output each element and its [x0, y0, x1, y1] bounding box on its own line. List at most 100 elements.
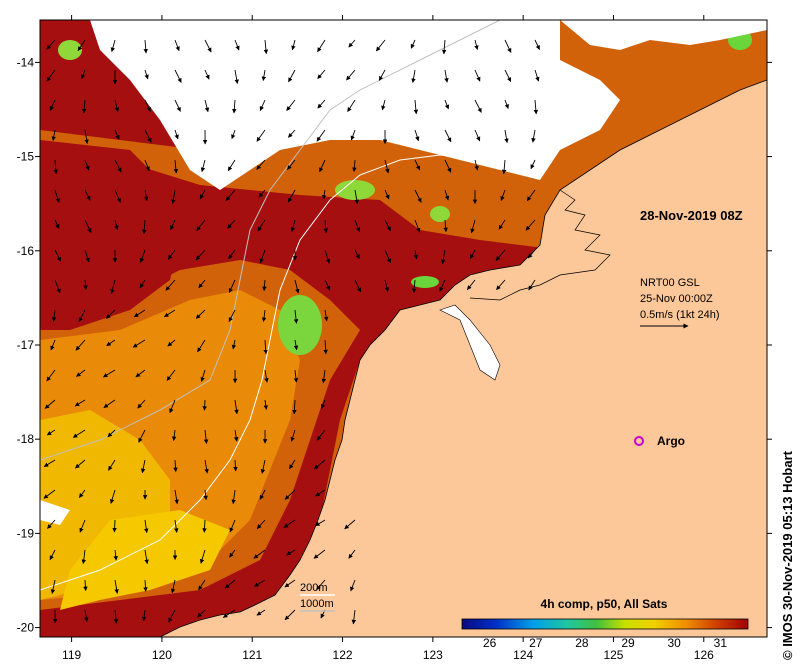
current-vector [414, 219, 421, 233]
current-vector [202, 399, 207, 411]
current-vector [47, 519, 56, 529]
current-vector [289, 459, 296, 470]
current-vector [84, 159, 90, 171]
current-vector [259, 249, 266, 264]
lon-tick-label: 124 [513, 648, 533, 662]
current-vector [113, 549, 118, 561]
current-vector [352, 159, 357, 173]
current-vector [50, 339, 56, 351]
current-vector [143, 579, 148, 592]
current-vector [527, 249, 536, 259]
current-vector [140, 459, 146, 474]
current-vector [196, 219, 206, 231]
current-vector [174, 129, 179, 140]
current-vector [198, 579, 206, 591]
current-vector [287, 189, 296, 203]
current-vector [293, 339, 299, 351]
current-vector [54, 189, 60, 203]
current-vector [256, 519, 266, 530]
current-vector [348, 549, 356, 559]
argo-float-marker [634, 436, 644, 446]
current-vector [262, 279, 267, 292]
current-vector [103, 399, 116, 408]
current-vector [195, 309, 206, 319]
lon-tick-label: 120 [152, 648, 172, 662]
current-vector [198, 279, 206, 289]
current-vector [384, 219, 391, 232]
isobath-1000m [40, 20, 501, 461]
lat-tick-label: -18 [17, 432, 35, 446]
lat-tick-label: -15 [17, 150, 35, 164]
current-vector [197, 339, 206, 353]
current-vector [354, 249, 360, 259]
current-vector [411, 69, 416, 84]
current-vector [78, 309, 86, 323]
current-vector [114, 219, 119, 231]
current-vector [167, 249, 176, 260]
current-vector [43, 489, 56, 499]
current-vector [229, 519, 236, 533]
current-vector [414, 129, 420, 142]
current-vector [259, 99, 266, 111]
copyright-label: © IMOS 30-Nov-2019 05:13 Hobart [780, 451, 795, 660]
current-vector [534, 69, 540, 82]
current-vector [51, 309, 57, 322]
current-vector [51, 129, 56, 142]
current-vector [317, 39, 326, 53]
current-vector [263, 339, 268, 355]
current-vector [108, 459, 116, 471]
current-vector [174, 39, 180, 52]
current-vector [528, 279, 536, 291]
current-vector [79, 519, 86, 533]
sst-green-patch-3 [430, 206, 450, 222]
current-vector [375, 39, 386, 52]
lat-tick-label: -16 [17, 244, 35, 258]
lon-tick-label: 123 [423, 648, 443, 662]
colorbar-tick-label: 31 [714, 636, 728, 650]
current-vector [109, 489, 116, 504]
current-vector [260, 459, 266, 474]
sst-green-patch-4 [411, 276, 439, 288]
current-vector [114, 189, 121, 203]
current-vector [323, 309, 329, 322]
current-vector [233, 459, 238, 472]
current-vector [290, 429, 296, 442]
current-vector [195, 249, 206, 261]
current-vector [203, 429, 209, 444]
current-vector [199, 189, 206, 200]
current-vector [84, 609, 89, 622]
current-vector [504, 99, 509, 109]
current-vector [133, 309, 146, 318]
lat-tick-label: -20 [17, 621, 35, 635]
no-data-northeast [560, 20, 767, 50]
current-vector [316, 429, 326, 441]
current-vector [315, 519, 326, 527]
current-vector [204, 459, 209, 474]
current-vector [46, 69, 56, 82]
current-vector [81, 99, 87, 114]
current-vector [256, 609, 266, 616]
current-vector [139, 249, 146, 263]
current-vector [354, 189, 359, 205]
colorbar-ticks: 26 27 28 29 30 31 [483, 636, 727, 650]
current-vector [170, 579, 176, 594]
current-vector [168, 609, 176, 623]
current-vector [381, 99, 386, 111]
current-vector [286, 99, 296, 111]
current-vector [259, 489, 266, 500]
current-vector [231, 489, 236, 505]
current-vector [316, 579, 326, 591]
current-date-label: 25-Nov 00:00Z [640, 293, 713, 305]
current-vector [253, 549, 266, 559]
current-vector [344, 519, 356, 530]
current-vector [496, 279, 506, 291]
current-vector [103, 369, 116, 378]
current-vector [284, 489, 296, 500]
current-vector [173, 459, 178, 473]
current-vector [315, 489, 326, 497]
lon-tick-label: 119 [62, 648, 81, 662]
current-vector [292, 399, 297, 415]
current-vector [114, 129, 120, 140]
current-vector [174, 69, 182, 83]
current-vector [320, 399, 326, 409]
